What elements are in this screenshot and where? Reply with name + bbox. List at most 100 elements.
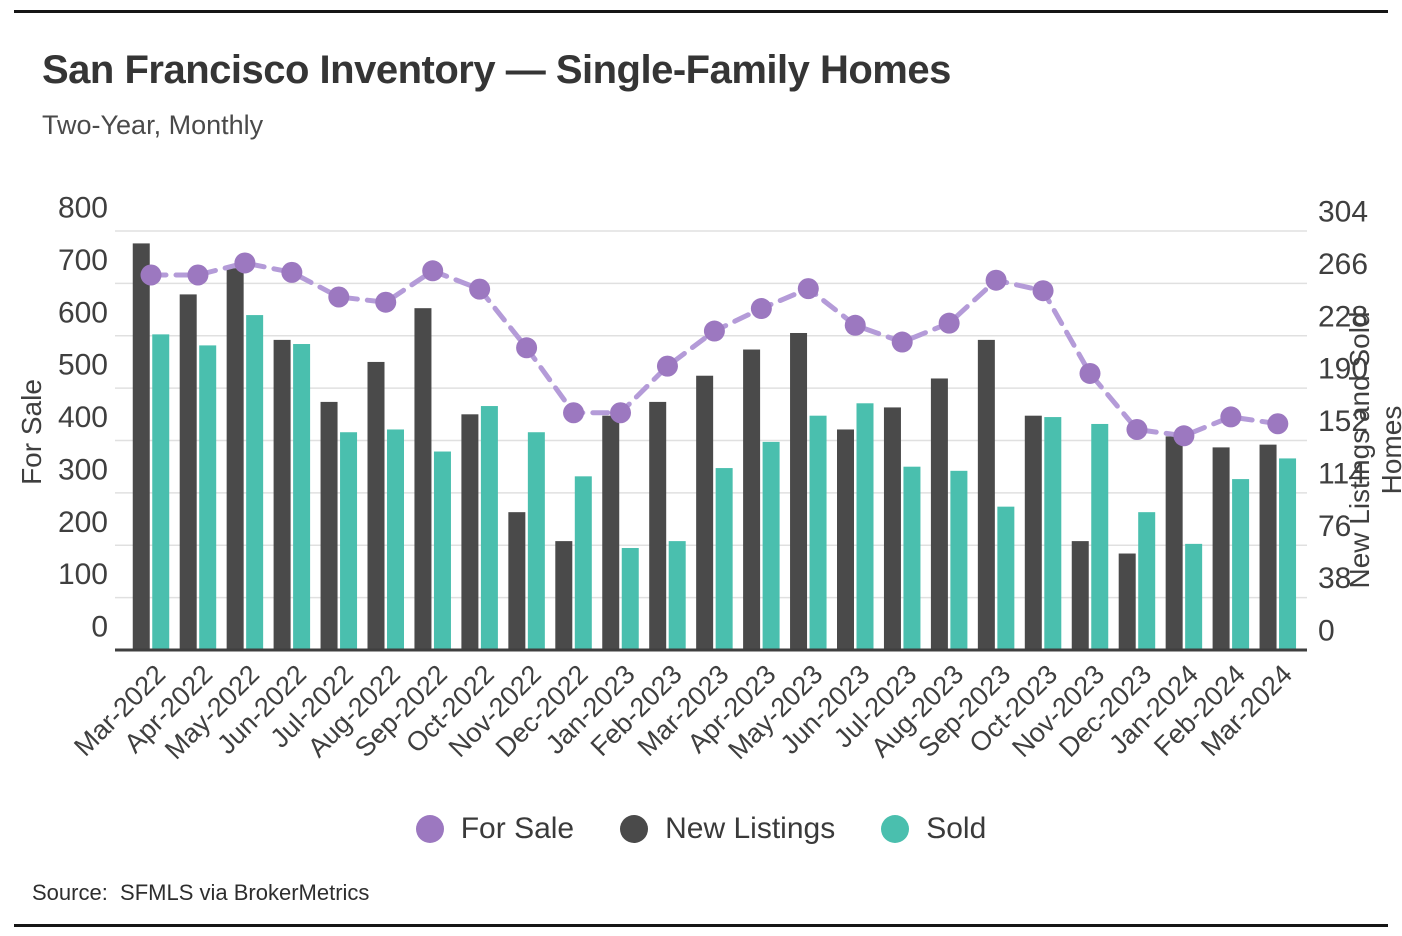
bar-new-listings — [555, 541, 573, 650]
bar-sold — [1044, 417, 1062, 650]
chart-title: San Francisco Inventory — Single-Family … — [42, 48, 951, 92]
left-axis-tick-label: 600 — [58, 296, 108, 329]
bar-sold — [715, 468, 733, 650]
bar-sold — [668, 541, 686, 650]
bar-new-listings — [132, 243, 150, 650]
for-sale-point — [985, 269, 1007, 291]
bar-sold — [199, 345, 217, 650]
bar-sold — [856, 403, 874, 650]
bar-new-listings — [1212, 447, 1230, 650]
bar-sold — [293, 344, 311, 650]
right-axis-tick-label: 0 — [1318, 615, 1335, 648]
bar-sold — [997, 506, 1015, 650]
for-sale-point — [516, 337, 538, 359]
for-sale-point — [187, 264, 209, 286]
for-sale-point — [1079, 362, 1101, 384]
bar-new-listings — [273, 339, 291, 650]
chart-subtitle: Two-Year, Monthly — [42, 110, 264, 140]
for-sale-point — [1267, 413, 1289, 435]
bar-sold — [574, 476, 592, 650]
legend-dot-new-listings — [620, 815, 649, 843]
bar-sold — [1138, 512, 1156, 650]
bar-new-listings — [508, 512, 526, 650]
bar-sold — [1091, 423, 1109, 650]
bar-new-listings — [1165, 436, 1183, 650]
legend-label-sold: Sold — [926, 812, 987, 845]
legend: For Sale New Listings Sold — [0, 812, 1402, 846]
for-sale-point — [328, 286, 350, 308]
bar-new-listings — [790, 332, 808, 650]
for-sale-point — [797, 278, 819, 300]
bar-new-listings — [1071, 541, 1089, 650]
bar-sold — [340, 432, 358, 650]
for-sale-line — [148, 260, 1281, 439]
for-sale-point — [469, 278, 491, 300]
left-axis-tick-label: 800 — [58, 192, 108, 225]
right-axis-tick-label: 114 — [1318, 457, 1366, 490]
bar-sold — [1279, 458, 1297, 650]
for-sale-point — [1032, 280, 1054, 302]
bar-sold — [809, 415, 827, 650]
for-sale-point — [422, 260, 444, 282]
bar-sold — [480, 406, 498, 650]
for-sale-point — [1126, 419, 1148, 441]
bar-sold — [152, 334, 170, 650]
bar-sold — [433, 451, 451, 650]
left-axis-tick-label: 0 — [91, 611, 108, 644]
top-divider — [14, 10, 1388, 13]
bar-sold — [1185, 543, 1203, 650]
right-axis-tick-label: 190 — [1318, 353, 1368, 386]
source-note: Source: SFMLS via BrokerMetrics — [32, 880, 370, 905]
right-axis-tick-label: 228 — [1318, 300, 1368, 333]
bar-sold — [246, 315, 264, 650]
bar-new-listings — [461, 414, 479, 650]
bar-new-listings — [930, 378, 948, 650]
for-sale-point — [1220, 406, 1242, 428]
bar-new-listings — [414, 308, 432, 650]
for-sale-point — [656, 355, 678, 377]
legend-item-for-sale: For Sale — [415, 812, 575, 846]
bar-new-listings — [1024, 415, 1042, 650]
bar-sold — [762, 441, 780, 650]
for-sale-point — [563, 402, 585, 424]
bar-sold — [387, 429, 404, 650]
bar-new-listings — [649, 401, 667, 650]
legend-dot-for-sale — [415, 815, 444, 843]
bar-new-listings — [1118, 553, 1136, 650]
for-sale-point — [610, 402, 631, 424]
bar-new-listings — [837, 429, 854, 650]
legend-item-new-listings: New Listings — [620, 812, 835, 846]
for-sale-point — [891, 331, 913, 353]
legend-dot-sold — [881, 815, 910, 843]
right-axis-tick-label: 38 — [1318, 562, 1351, 595]
bar-sold — [903, 466, 921, 650]
for-sale-point — [750, 298, 772, 320]
bar-new-listings — [226, 268, 244, 650]
left-axis-tick-label: 500 — [58, 349, 108, 382]
bar-new-listings — [602, 415, 620, 650]
bar-new-listings — [1259, 444, 1277, 650]
bar-new-listings — [977, 339, 995, 650]
left-axis-tick-label: 300 — [58, 453, 108, 486]
for-sale-point — [844, 314, 866, 336]
right-axis-tick-label: 266 — [1318, 248, 1368, 281]
left-axis-tick-label: 700 — [58, 244, 108, 277]
bar-new-listings — [367, 361, 385, 650]
bar-sold — [950, 470, 968, 650]
bar-new-listings — [743, 349, 761, 650]
legend-label-new-listings: New Listings — [665, 812, 836, 845]
bar-sold — [621, 548, 639, 650]
bar-new-listings — [179, 294, 197, 650]
left-axis-tick-label: 100 — [58, 558, 108, 591]
bar-new-listings — [320, 401, 338, 650]
for-sale-point — [1173, 425, 1195, 447]
legend-label-for-sale: For Sale — [460, 812, 575, 845]
for-sale-point — [938, 312, 960, 334]
bar-new-listings — [883, 407, 901, 650]
for-sale-point — [234, 252, 256, 274]
for-sale-point — [140, 264, 162, 286]
left-axis-tick-label: 200 — [58, 506, 108, 539]
bottom-divider — [14, 924, 1388, 927]
bar-new-listings — [696, 375, 714, 650]
